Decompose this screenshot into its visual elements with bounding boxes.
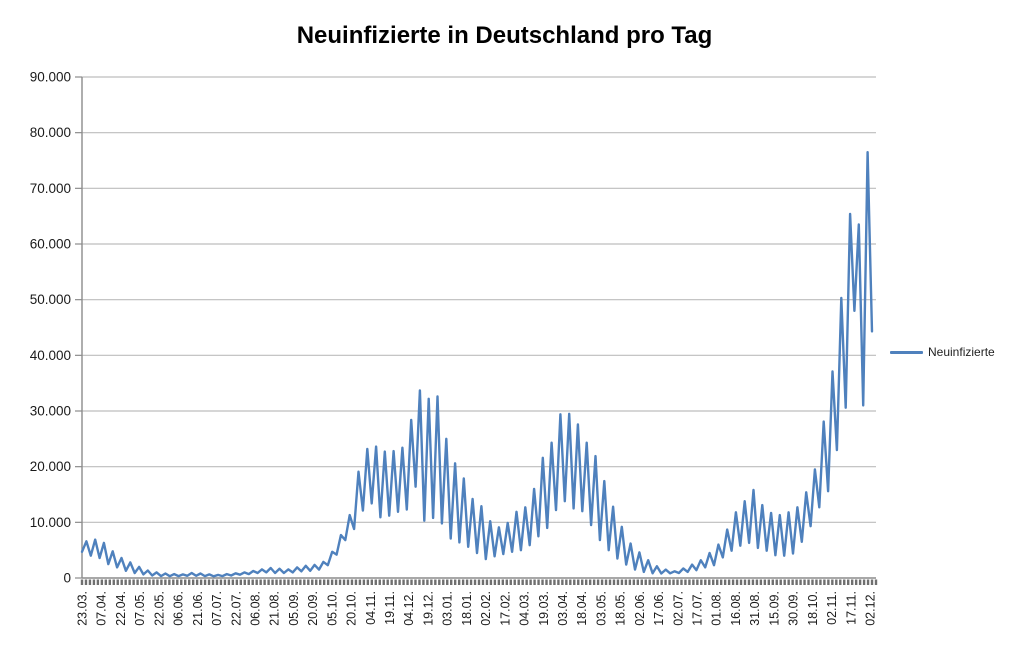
x-tick-label: 18.04. [575, 591, 589, 626]
x-tick-label: 05.10. [325, 591, 339, 626]
x-tick-label: 18.01. [460, 591, 474, 626]
x-tick-label: 20.09. [306, 591, 320, 626]
x-tick-label: 19.12. [421, 591, 435, 626]
x-tick-label: 02.11. [825, 591, 839, 625]
x-tick-label: 20.10. [345, 591, 359, 626]
y-tick-label: 60.000 [30, 237, 71, 252]
x-tick-label: 07.05. [133, 591, 147, 626]
x-tick-label: 17.06. [652, 591, 666, 626]
x-tick-label: 19.11. [383, 591, 397, 625]
x-tick-label: 22.05. [152, 591, 166, 626]
y-tick-label: 10.000 [30, 515, 71, 530]
x-tick-label: 16.08. [729, 591, 743, 626]
x-tick-label: 03.01. [441, 591, 455, 626]
x-tick-label: 02.12. [864, 591, 878, 626]
chart-title: Neuinfizierte in Deutschland pro Tag [296, 22, 713, 49]
legend-line-swatch [890, 350, 923, 354]
x-tick-label: 17.11. [844, 591, 858, 625]
x-tick-label: 23.03. [76, 591, 90, 626]
y-tick-label: 0 [63, 571, 71, 586]
legend: Neuinfizierte [890, 345, 995, 359]
x-tick-label: 03.05. [594, 591, 608, 626]
x-tick-label: 04.03. [518, 591, 532, 626]
x-tick-label: 17.02. [498, 591, 512, 626]
y-tick-label: 80.000 [30, 125, 71, 140]
x-tick-label: 05.09. [287, 591, 301, 626]
x-tick-label: 15.09. [767, 591, 781, 626]
x-tick-label: 18.05. [614, 591, 628, 626]
y-tick-label: 90.000 [30, 70, 71, 85]
x-tick-label: 07.04. [95, 591, 109, 626]
x-tick-label: 22.07. [229, 591, 243, 626]
x-tick-label: 18.10. [806, 591, 820, 626]
x-tick-label: 17.07. [691, 591, 705, 626]
x-tick-label: 22.04. [114, 591, 128, 626]
x-tick-label: 21.06. [191, 591, 205, 626]
y-tick-label: 30.000 [30, 404, 71, 419]
x-tick-label: 04.12. [402, 591, 416, 626]
x-tick-label: 04.11. [364, 591, 378, 625]
x-tick-label: 19.03. [537, 591, 551, 626]
x-tick-label: 30.09. [787, 591, 801, 626]
x-tick-label: 03.04. [556, 591, 570, 626]
x-tick-label: 31.08. [748, 591, 762, 626]
y-tick-label: 40.000 [30, 348, 71, 363]
x-tick-label: 02.02. [479, 591, 493, 626]
x-tick-label: 21.08. [268, 591, 282, 626]
x-tick-label: 02.07. [671, 591, 685, 626]
x-tick-label: 01.08. [710, 591, 724, 626]
x-tick-label: 06.06. [172, 591, 186, 626]
series-line [80, 150, 874, 578]
legend-label: Neuinfizierte [928, 345, 995, 359]
x-tick-label: 07.07. [210, 591, 224, 626]
y-tick-label: 20.000 [30, 459, 71, 474]
y-tick-label: 70.000 [30, 181, 71, 196]
y-tick-label: 50.000 [30, 292, 71, 307]
x-tick-label: 06.08. [248, 591, 262, 626]
x-tick-label: 02.06. [633, 591, 647, 626]
